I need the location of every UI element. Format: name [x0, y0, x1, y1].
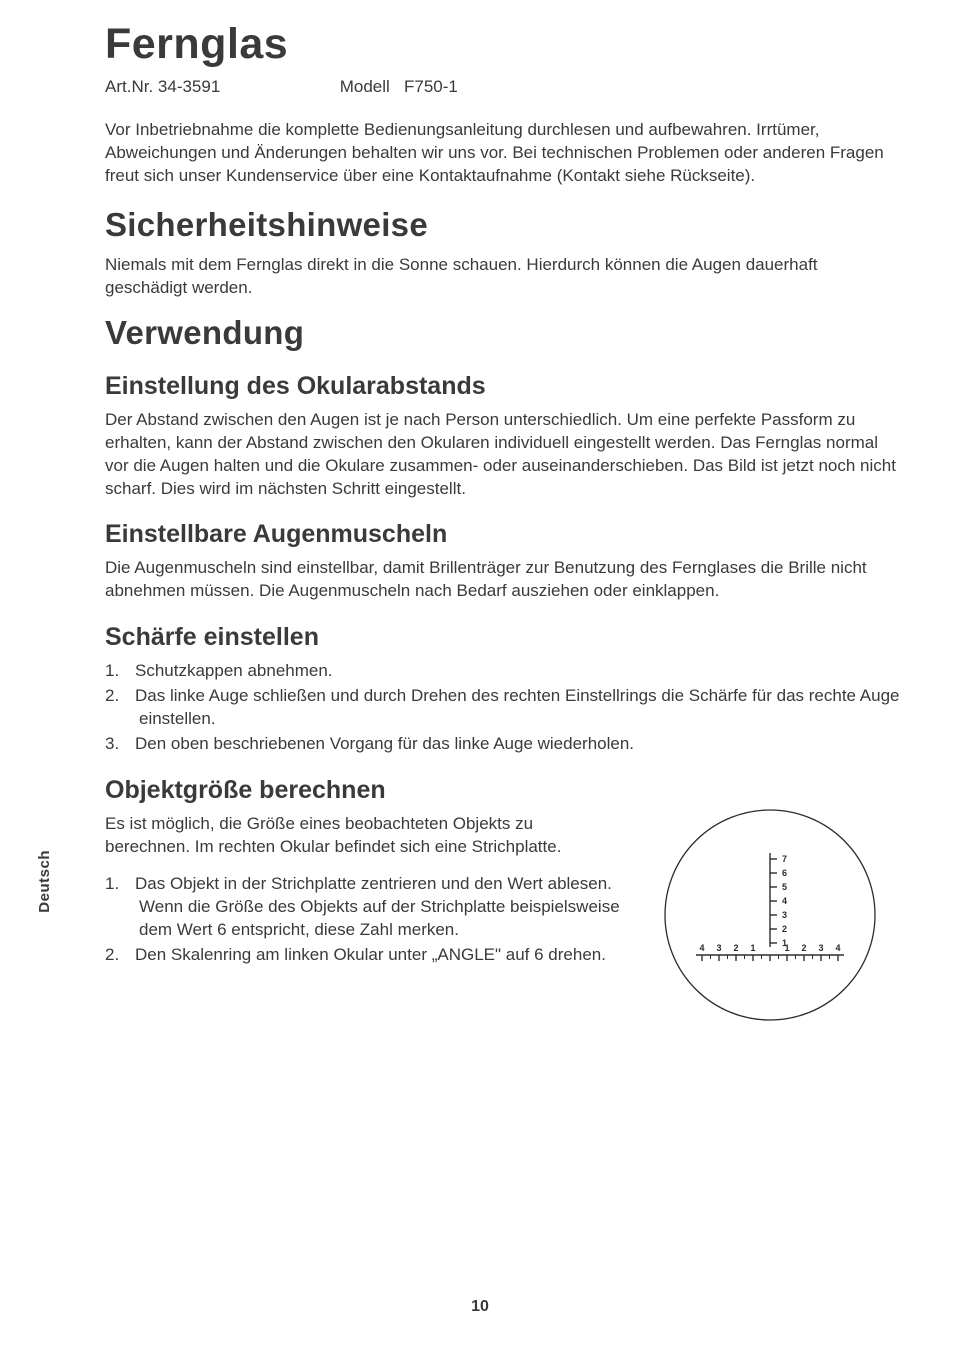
svg-text:3: 3: [818, 943, 823, 953]
obj-heading: Objektgröße berechnen: [105, 776, 900, 805]
list-item: 1.Das Objekt in der Strichplatte zentrie…: [105, 873, 620, 942]
reticle-diagram: 1234567 11223344: [640, 805, 900, 1025]
eyecup-text: Die Augenmuscheln sind einstellbar, dami…: [105, 557, 900, 603]
ocular-text: Der Abstand zwischen den Augen ist je na…: [105, 409, 900, 501]
usage-heading: Verwendung: [105, 314, 900, 352]
list-item: 1.Schutzkappen abnehmen.: [105, 660, 900, 683]
intro-text: Vor Inbetriebnahme die komplette Bedienu…: [105, 119, 900, 188]
svg-text:3: 3: [716, 943, 721, 953]
svg-text:4: 4: [782, 896, 787, 906]
focus-steps-list: 1.Schutzkappen abnehmen.2.Das linke Auge…: [105, 660, 900, 756]
product-meta: Art.Nr. 34-3591 Modell F750-1: [105, 77, 900, 97]
ocular-heading: Einstellung des Okularabstands: [105, 372, 900, 401]
model-label: Modell: [340, 77, 390, 96]
svg-text:1: 1: [750, 943, 755, 953]
model-value: F750-1: [404, 77, 458, 96]
obj-intro: Es ist möglich, die Größe eines beobacht…: [105, 813, 620, 859]
page-number: 10: [0, 1298, 960, 1316]
safety-text: Niemals mit dem Fernglas direkt in die S…: [105, 254, 900, 300]
svg-text:1: 1: [784, 943, 789, 953]
list-item: 2.Den Skalenring am linken Okular unter …: [105, 944, 620, 967]
svg-text:4: 4: [835, 943, 840, 953]
svg-text:2: 2: [733, 943, 738, 953]
obj-steps-list: 1.Das Objekt in der Strichplatte zentrie…: [105, 873, 620, 967]
art-label: Art.Nr.: [105, 77, 153, 96]
focus-heading: Schärfe einstellen: [105, 623, 900, 652]
eyecup-heading: Einstellbare Augenmuscheln: [105, 520, 900, 549]
list-item: 2.Das linke Auge schließen und durch Dre…: [105, 685, 900, 731]
page-title: Fernglas: [105, 20, 900, 69]
svg-text:5: 5: [782, 882, 787, 892]
list-item: 3.Den oben beschriebenen Vorgang für das…: [105, 733, 900, 756]
svg-text:6: 6: [782, 868, 787, 878]
safety-heading: Sicherheitshinweise: [105, 206, 900, 244]
svg-text:2: 2: [782, 924, 787, 934]
art-value: 34-3591: [158, 77, 220, 96]
svg-text:7: 7: [782, 854, 787, 864]
svg-text:4: 4: [699, 943, 704, 953]
svg-text:3: 3: [782, 910, 787, 920]
svg-text:2: 2: [801, 943, 806, 953]
language-tab: Deutsch: [36, 850, 53, 913]
